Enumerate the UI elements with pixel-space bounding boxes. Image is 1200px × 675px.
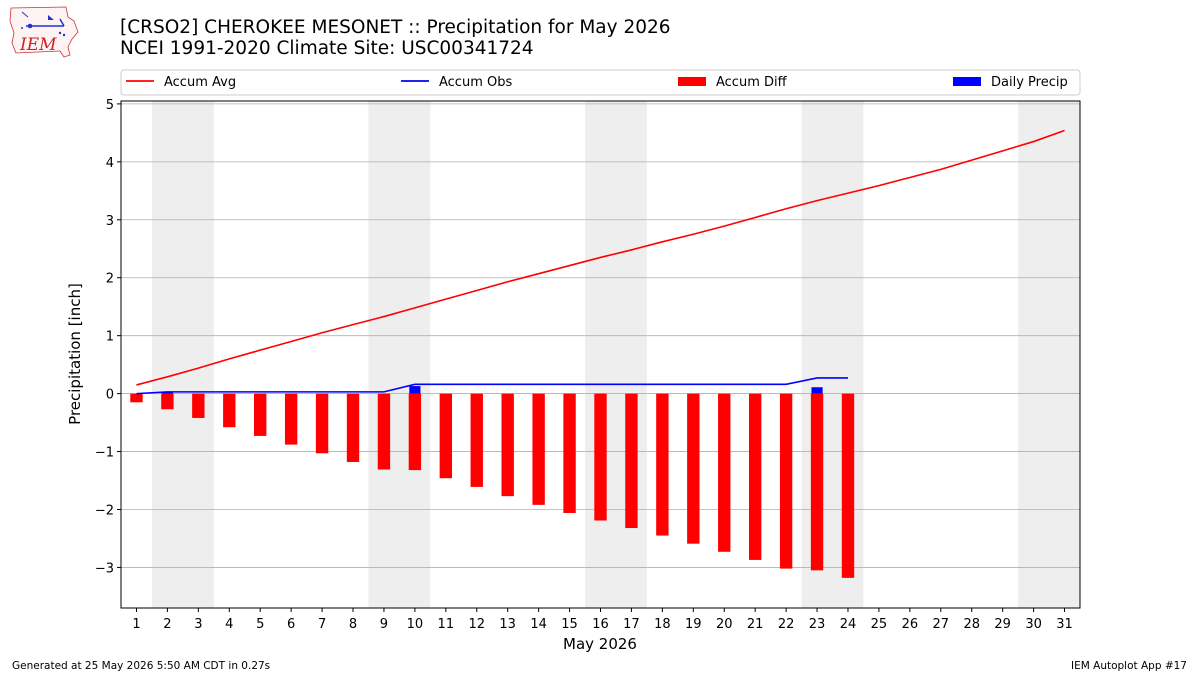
- y-axis-label: Precipitation [inch]: [66, 283, 84, 425]
- x-tick-label: 6: [287, 617, 295, 632]
- accum-diff-bar: [408, 393, 422, 471]
- accum-diff-bar: [346, 393, 360, 462]
- x-tick-label: 22: [778, 617, 795, 632]
- x-tick-label: 12: [468, 617, 485, 632]
- logo-text: IEM: [19, 35, 57, 55]
- accum-diff-bar: [501, 393, 514, 497]
- y-tick-label: −1: [95, 446, 114, 461]
- accum-diff-bar: [748, 393, 762, 560]
- x-tick-label: 19: [685, 617, 702, 632]
- x-tick-label: 21: [747, 617, 764, 632]
- accum-diff-bar: [284, 393, 298, 445]
- accum-diff-bar: [687, 393, 700, 544]
- y-tick-label: −3: [95, 561, 114, 576]
- accum-avg-line: [136, 129, 1065, 386]
- accum-diff-bar: [377, 393, 391, 470]
- accum-diff-bar: [532, 393, 545, 505]
- title-line-2: NCEI 1991-2020 Climate Site: USC00341724: [120, 38, 534, 59]
- y-tick-label: 4: [106, 156, 114, 171]
- title-line-1: [CRSO2] CHEROKEE MESONET :: Precipitatio…: [120, 17, 671, 38]
- y-tick-label: 5: [106, 98, 114, 113]
- legend-label: Daily Precip: [991, 75, 1068, 90]
- x-tick-label: 4: [225, 617, 233, 632]
- x-tick-label: 25: [871, 617, 888, 632]
- accum-diff-bar: [192, 393, 205, 418]
- x-tick-label: 17: [623, 617, 640, 632]
- x-tick-label: 13: [499, 617, 516, 632]
- x-tick-label: 20: [716, 617, 733, 632]
- accum-diff-bar: [594, 393, 607, 521]
- accum-obs-line: [136, 377, 848, 395]
- accum-diff-bar: [439, 393, 453, 479]
- app-credit: IEM Autoplot App #17: [1071, 660, 1187, 672]
- accum-diff-bar: [841, 393, 855, 578]
- y-tick-label: 2: [106, 272, 114, 287]
- x-tick-label: 3: [194, 617, 202, 632]
- accum-diff-bar: [625, 393, 638, 529]
- weekend-shade: [1018, 101, 1080, 608]
- generated-timestamp: Generated at 25 May 2026 5:50 AM CDT in …: [12, 660, 271, 672]
- legend-label: Accum Diff: [716, 75, 788, 90]
- x-tick-label: 30: [1025, 617, 1042, 632]
- x-tick-label: 16: [592, 617, 609, 632]
- x-tick-label: 11: [438, 617, 455, 632]
- y-tick-label: 0: [106, 388, 114, 403]
- x-tick-label: 7: [318, 617, 326, 632]
- x-axis-label: May 2026: [563, 635, 637, 653]
- x-tick-label: 18: [654, 617, 671, 632]
- daily-precip-bar: [409, 386, 421, 394]
- legend-label: Accum Avg: [164, 75, 236, 90]
- x-tick-label: 15: [561, 617, 578, 632]
- x-tick-label: 8: [349, 617, 357, 632]
- legend-label: Accum Obs: [439, 75, 512, 90]
- accum-diff-bar: [470, 393, 483, 487]
- accum-diff-bar: [161, 393, 174, 410]
- accum-diff-bar: [315, 393, 329, 454]
- accum-diff-bar: [779, 393, 793, 569]
- x-tick-label: 23: [809, 617, 826, 632]
- x-tick-label: 26: [902, 617, 919, 632]
- x-tick-label: 10: [407, 617, 424, 632]
- legend-box: [120, 69, 1081, 96]
- x-tick-label: 29: [994, 617, 1011, 632]
- x-tick-label: 14: [530, 617, 547, 632]
- legend-swatch: [953, 77, 981, 86]
- accum-diff-bar: [254, 393, 267, 436]
- accum-diff-bar: [718, 393, 731, 552]
- accum-diff-bar: [810, 393, 824, 571]
- x-tick-label: 24: [840, 617, 857, 632]
- x-tick-label: 5: [256, 617, 264, 632]
- daily-precip-bar: [811, 387, 823, 394]
- accum-diff-bar: [656, 393, 669, 536]
- x-tick-label: 31: [1056, 617, 1073, 632]
- accum-diff-bar: [563, 393, 576, 513]
- x-tick-label: 1: [132, 617, 140, 632]
- y-tick-label: −2: [95, 503, 114, 518]
- x-tick-label: 28: [963, 617, 980, 632]
- x-tick-label: 2: [163, 617, 171, 632]
- legend: Accum Avg Accum Obs Accum Diff Daily Precip: [120, 69, 1081, 96]
- daily-precip-bar: [161, 391, 173, 394]
- weekend-shade: [585, 101, 647, 608]
- iem-logo: IEM: [9, 6, 79, 58]
- y-tick-label: 3: [106, 214, 114, 229]
- legend-swatch: [678, 77, 706, 86]
- x-tick-label: 9: [380, 617, 388, 632]
- x-tick-label: 27: [933, 617, 950, 632]
- accum-diff-bar: [130, 393, 143, 403]
- weekend-shade: [368, 101, 431, 608]
- weekend-shade: [151, 101, 214, 608]
- y-tick-label: 1: [106, 330, 114, 345]
- accum-diff-bar: [223, 393, 236, 428]
- chart-title: [CRSO2] CHEROKEE MESONET :: Precipitatio…: [120, 17, 671, 59]
